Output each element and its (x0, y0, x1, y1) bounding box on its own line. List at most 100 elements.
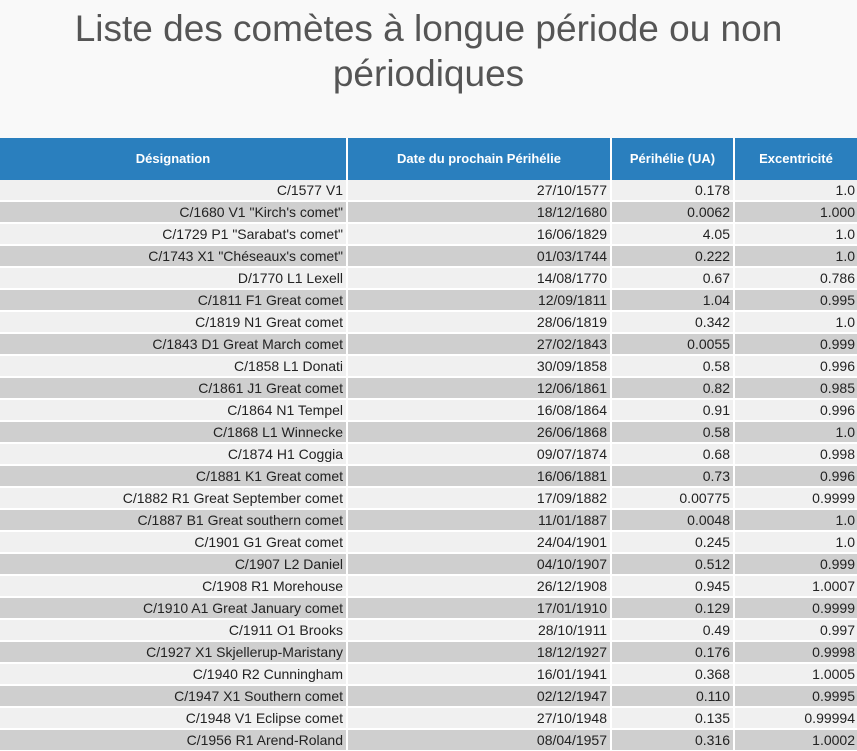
perihelion-date-cell: 26/06/1868 (348, 422, 612, 444)
perihelion-date-cell: 28/06/1819 (348, 312, 612, 334)
table-row: C/1861 J1 Great comet 12/06/1861 0.82 0.985 (0, 378, 857, 400)
perihelion-date-cell: 30/09/1858 (348, 356, 612, 378)
eccentricity-cell: 1.0 (735, 532, 857, 554)
eccentricity-cell: 0.985 (735, 378, 857, 400)
eccentricity-cell: 0.998 (735, 444, 857, 466)
designation-cell: C/1956 R1 Arend-Roland (0, 730, 348, 751)
eccentricity-cell: 1.0 (735, 246, 857, 268)
perihelion-distance-cell: 0.110 (612, 686, 735, 708)
perihelion-distance-cell: 4.05 (612, 224, 735, 246)
table-row: C/1907 L2 Daniel 04/10/1907 0.512 0.999 (0, 554, 857, 576)
eccentricity-cell: 1.0 (735, 224, 857, 246)
table-row: C/1911 O1 Brooks 28/10/1911 0.49 0.997 (0, 620, 857, 642)
perihelion-distance-cell: 0.73 (612, 466, 735, 488)
perihelion-date-cell: 18/12/1927 (348, 642, 612, 664)
column-header-eccentricity[interactable]: Excentricité (735, 138, 857, 180)
eccentricity-cell: 0.996 (735, 400, 857, 422)
designation-cell: C/1907 L2 Daniel (0, 554, 348, 576)
perihelion-date-cell: 04/10/1907 (348, 554, 612, 576)
column-header-designation[interactable]: Désignation (0, 138, 348, 180)
perihelion-date-cell: 18/12/1680 (348, 202, 612, 224)
eccentricity-cell: 1.0002 (735, 730, 857, 751)
eccentricity-cell: 0.9999 (735, 488, 857, 510)
perihelion-distance-cell: 0.945 (612, 576, 735, 598)
perihelion-distance-cell: 0.58 (612, 356, 735, 378)
designation-cell: C/1881 K1 Great comet (0, 466, 348, 488)
designation-cell: C/1729 P1 "Sarabat's comet" (0, 224, 348, 246)
perihelion-distance-cell: 0.67 (612, 268, 735, 290)
designation-cell: C/1811 F1 Great comet (0, 290, 348, 312)
perihelion-distance-cell: 0.178 (612, 180, 735, 202)
perihelion-date-cell: 17/01/1910 (348, 598, 612, 620)
table-row: C/1868 L1 Winnecke 26/06/1868 0.58 1.0 (0, 422, 857, 444)
perihelion-date-cell: 17/09/1882 (348, 488, 612, 510)
eccentricity-cell: 0.996 (735, 356, 857, 378)
eccentricity-cell: 1.0007 (735, 576, 857, 598)
eccentricity-cell: 0.99994 (735, 708, 857, 730)
perihelion-date-cell: 16/06/1881 (348, 466, 612, 488)
table-row: C/1843 D1 Great March comet 27/02/1843 0.0… (0, 334, 857, 356)
table-row: C/1901 G1 Great comet 24/04/1901 0.245 1.0 (0, 532, 857, 554)
table-row: C/1874 H1 Coggia 09/07/1874 0.68 0.998 (0, 444, 857, 466)
table-row: C/1910 A1 Great January comet 17/01/1910 0… (0, 598, 857, 620)
perihelion-distance-cell: 0.0062 (612, 202, 735, 224)
table-row: C/1927 X1 Skjellerup-Maristany 18/12/1927… (0, 642, 857, 664)
designation-cell: C/1887 B1 Great southern comet (0, 510, 348, 532)
designation-cell: C/1948 V1 Eclipse comet (0, 708, 348, 730)
table-row: C/1680 V1 "Kirch's comet" 18/12/1680 0.006… (0, 202, 857, 224)
perihelion-date-cell: 16/06/1829 (348, 224, 612, 246)
perihelion-distance-cell: 0.316 (612, 730, 735, 751)
table-row: C/1887 B1 Great southern comet 11/01/1887… (0, 510, 857, 532)
perihelion-date-cell: 11/01/1887 (348, 510, 612, 532)
designation-cell: C/1843 D1 Great March comet (0, 334, 348, 356)
designation-cell: C/1874 H1 Coggia (0, 444, 348, 466)
perihelion-distance-cell: 0.129 (612, 598, 735, 620)
perihelion-distance-cell: 0.49 (612, 620, 735, 642)
perihelion-date-cell: 14/08/1770 (348, 268, 612, 290)
perihelion-date-cell: 01/03/1744 (348, 246, 612, 268)
perihelion-distance-cell: 0.91 (612, 400, 735, 422)
perihelion-date-cell: 16/08/1864 (348, 400, 612, 422)
eccentricity-cell: 0.996 (735, 466, 857, 488)
designation-cell: C/1864 N1 Tempel (0, 400, 348, 422)
table-row: C/1819 N1 Great comet 28/06/1819 0.342 1.0 (0, 312, 857, 334)
page-title: Liste des comètes à longue période ou no… (74, 8, 783, 94)
designation-cell: C/1908 R1 Morehouse (0, 576, 348, 598)
perihelion-distance-cell: 0.82 (612, 378, 735, 400)
column-header-perihelion-distance[interactable]: Périhélie (UA) (612, 138, 735, 180)
eccentricity-cell: 0.997 (735, 620, 857, 642)
perihelion-distance-cell: 0.135 (612, 708, 735, 730)
designation-cell: C/1927 X1 Skjellerup-Maristany (0, 642, 348, 664)
perihelion-date-cell: 08/04/1957 (348, 730, 612, 751)
perihelion-date-cell: 02/12/1947 (348, 686, 612, 708)
table-row: C/1948 V1 Eclipse comet 27/10/1948 0.135 0.… (0, 708, 857, 730)
perihelion-date-cell: 28/10/1911 (348, 620, 612, 642)
perihelion-date-cell: 27/10/1948 (348, 708, 612, 730)
eccentricity-cell: 0.786 (735, 268, 857, 290)
eccentricity-cell: 1.000 (735, 202, 857, 224)
perihelion-date-cell: 27/02/1843 (348, 334, 612, 356)
table-header-row: Désignation Date du prochain Périhélie P… (0, 138, 857, 180)
perihelion-date-cell: 27/10/1577 (348, 180, 612, 202)
perihelion-distance-cell: 0.68 (612, 444, 735, 466)
perihelion-distance-cell: 0.0055 (612, 334, 735, 356)
designation-cell: C/1577 V1 (0, 180, 348, 202)
perihelion-distance-cell: 1.04 (612, 290, 735, 312)
table-row: C/1729 P1 "Sarabat's comet" 16/06/1829 4.0… (0, 224, 857, 246)
perihelion-distance-cell: 0.342 (612, 312, 735, 334)
perihelion-distance-cell: 0.0048 (612, 510, 735, 532)
table-row: C/1940 R2 Cunningham 16/01/1941 0.368 1.000… (0, 664, 857, 686)
eccentricity-cell: 0.9999 (735, 598, 857, 620)
eccentricity-cell: 1.0 (735, 422, 857, 444)
eccentricity-cell: 0.999 (735, 554, 857, 576)
perihelion-date-cell: 26/12/1908 (348, 576, 612, 598)
eccentricity-cell: 0.9995 (735, 686, 857, 708)
column-header-perihelion-date[interactable]: Date du prochain Périhélie (348, 138, 612, 180)
designation-cell: C/1680 V1 "Kirch's comet" (0, 202, 348, 224)
table-row: C/1881 K1 Great comet 16/06/1881 0.73 0.996 (0, 466, 857, 488)
designation-cell: C/1861 J1 Great comet (0, 378, 348, 400)
perihelion-distance-cell: 0.58 (612, 422, 735, 444)
designation-cell: C/1819 N1 Great comet (0, 312, 348, 334)
perihelion-date-cell: 12/06/1861 (348, 378, 612, 400)
table-row: C/1956 R1 Arend-Roland 08/04/1957 0.316 1.0… (0, 730, 857, 751)
